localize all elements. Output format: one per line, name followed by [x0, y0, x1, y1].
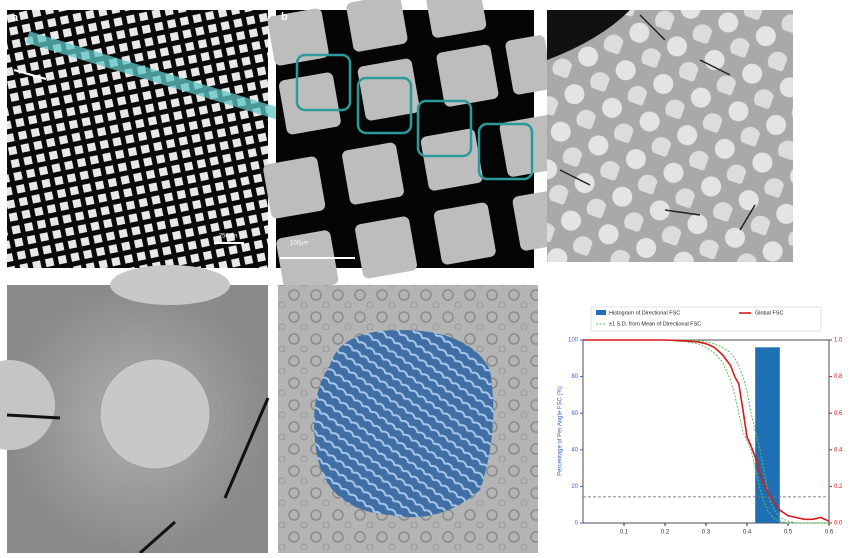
legend-box — [590, 306, 822, 332]
x-tick-label: 0.1 — [620, 530, 629, 536]
histogram-bar — [755, 347, 780, 523]
scale-label: 250µm — [219, 234, 237, 240]
y-tick-label: 20 — [571, 484, 578, 490]
legend-swatch — [596, 310, 606, 315]
x-tick-label: 0.3 — [702, 530, 711, 536]
y2-tick-label: 1.0 — [834, 338, 843, 344]
fsc-line — [583, 339, 830, 522]
fsc-chart: Percentage of Per Angle FSC (%) — [558, 386, 564, 476]
panel-c — [547, 10, 793, 262]
y-axis-label: Percentage of Per Angle FSC (%) — [558, 386, 564, 476]
legend-label: ±1 S.D. from Mean of Directional FSC — [609, 321, 701, 327]
x-tick-label: 0.4 — [743, 530, 752, 536]
x-tick-label: 0.2 — [661, 530, 670, 536]
x-tick-label: 0.6 — [825, 530, 834, 536]
panel-b: b 100µm — [263, 0, 575, 293]
y2-tick-label: 0.8 — [834, 374, 843, 380]
panel-d — [0, 265, 270, 555]
legend-label: Global FSC — [755, 310, 783, 316]
legend-label: Histogram of Directional FSC — [609, 310, 680, 316]
y2-tick-label: 0.6 — [834, 411, 843, 417]
y2-tick-label: 0.2 — [834, 484, 843, 490]
y-tick-label: 0 — [575, 521, 579, 527]
plot-area — [582, 339, 830, 524]
panel-label: b — [281, 11, 288, 23]
y-tick-label: 40 — [571, 447, 578, 453]
y-tick-label: 80 — [571, 374, 578, 380]
x-tick-label: 0.5 — [784, 530, 793, 536]
scale-label: 100µm — [290, 241, 308, 247]
panel-a: a 250µm — [7, 10, 288, 268]
y2-tick-label: 0.4 — [834, 447, 843, 453]
y-tick-label: 100 — [568, 338, 579, 344]
y-tick-label: 60 — [571, 411, 578, 417]
panel-label: a — [12, 12, 19, 24]
panel-e — [278, 285, 538, 553]
y2-tick-label: 0.0 — [834, 521, 843, 527]
